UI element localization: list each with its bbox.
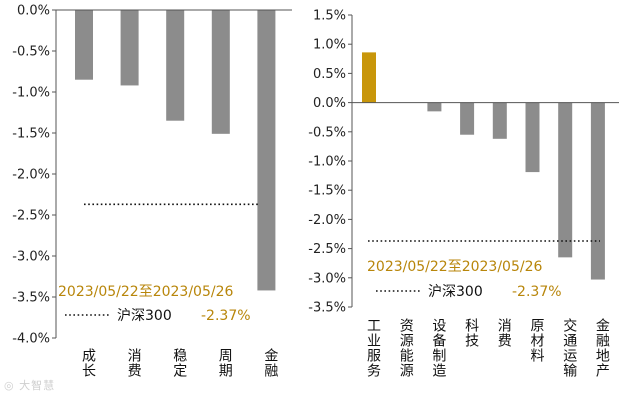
category-label: 金融地产 <box>594 318 610 378</box>
y-tick-label: -1.5% <box>12 127 50 142</box>
bar-2 <box>427 102 442 112</box>
category-label: 原材料 <box>529 318 545 363</box>
y-tick-label: -3.5% <box>308 301 346 316</box>
date-range-label: 2023/05/22至2023/05/26 <box>367 259 542 275</box>
category-label: 消费 <box>126 348 142 378</box>
category-label: 周期 <box>217 348 233 378</box>
bar-0 <box>362 52 376 103</box>
y-tick-label: 0.0% <box>313 96 346 111</box>
bar-6 <box>558 102 573 258</box>
y-tick-label: -0.5% <box>308 125 346 140</box>
legend-value: -2.37% <box>512 284 562 300</box>
category-label: 稳定 <box>171 348 187 378</box>
watermark-text: 大智慧 <box>19 379 56 392</box>
category-label: 科技 <box>463 318 479 348</box>
bar-7 <box>590 102 605 280</box>
bar-4 <box>257 10 276 291</box>
bar-3 <box>211 10 230 134</box>
y-tick-label: 0.5% <box>313 67 346 82</box>
bar-3 <box>460 102 475 135</box>
y-tick-label: 1.0% <box>313 38 346 53</box>
legend-value: -2.37% <box>201 308 251 324</box>
y-tick-label: -2.5% <box>12 209 50 224</box>
y-tick-label: 1.5% <box>313 9 346 24</box>
category-label: 设备制造 <box>430 318 446 378</box>
y-tick-label: -2.0% <box>308 213 346 228</box>
y-tick-label: -1.0% <box>12 86 50 101</box>
y-tick-label: -4.0% <box>12 332 50 347</box>
category-label: 资源能源 <box>398 318 414 378</box>
date-range-label: 2023/05/22至2023/05/26 <box>58 284 233 300</box>
y-tick-label: -2.0% <box>12 168 50 183</box>
y-tick-label: 0.0% <box>17 4 50 19</box>
watermark-logo: ◎ 大智慧 <box>4 379 56 392</box>
category-label: 金融 <box>262 348 278 378</box>
y-tick-label: -3.0% <box>308 271 346 286</box>
category-label: 成长 <box>80 348 96 378</box>
bar-5 <box>525 102 540 173</box>
y-tick-label: -3.5% <box>12 291 50 306</box>
y-tick-label: -1.5% <box>308 184 346 199</box>
category-label: 交通运输 <box>561 317 577 378</box>
legend-label: 沪深300 <box>428 284 483 300</box>
bar-4 <box>492 102 507 139</box>
y-tick-label: -0.5% <box>12 45 50 60</box>
y-tick-label: -2.5% <box>308 242 346 257</box>
bar-1 <box>120 10 139 86</box>
y-tick-label: -1.0% <box>308 155 346 170</box>
y-tick-label: -3.0% <box>12 250 50 265</box>
bar-0 <box>75 10 93 80</box>
category-label: 消费 <box>496 318 512 348</box>
category-label: 工业服务 <box>365 318 381 378</box>
legend-label: 沪深300 <box>117 308 172 324</box>
bar-2 <box>166 10 185 121</box>
